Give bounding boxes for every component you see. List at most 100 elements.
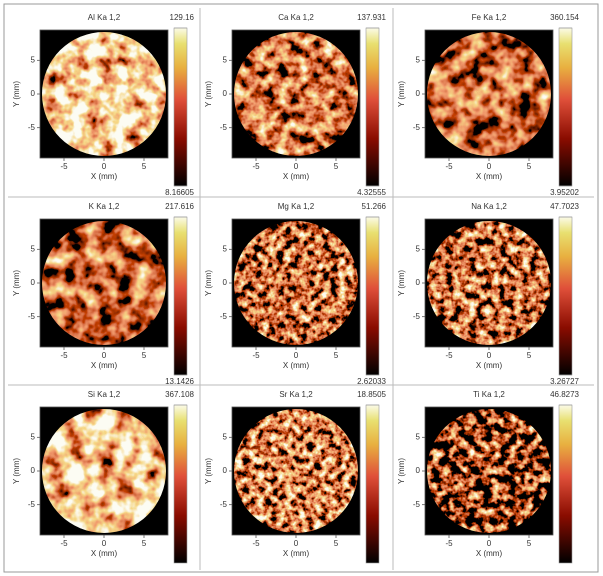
colorbar [365,27,380,187]
colorbar [173,216,188,376]
y-axis-label: Y (mm) [12,458,21,484]
x-axis-label: X (mm) [283,361,310,370]
x-tick-label: 0 [487,162,492,171]
colorbar [365,404,380,564]
panel: Al Ka 1,2 -5 0 5 -5 0 5 X (mm) Y (mm) 8.16605 129.… [12,13,194,197]
y-tick-label: 0 [31,466,36,475]
element-map [427,221,551,345]
y-tick-label: 5 [31,55,36,64]
y-tick-label: 0 [416,466,421,475]
colorbar [558,404,573,564]
element-map [427,32,551,156]
y-axis-label: Y (mm) [204,270,213,296]
x-axis-label: X (mm) [283,172,310,181]
colorbar-label: 129.16 [170,13,195,22]
y-axis-label: Y (mm) [12,81,21,107]
colorbar-label: 4.32555 [357,188,386,197]
y-tick-label: -5 [413,500,421,509]
y-tick-label: -5 [28,312,36,321]
y-tick-label: 5 [31,432,36,441]
panel: Sr Ka 1,2 -5 0 5 -5 0 5 X (mm) Y (mm) 18.8505 [204,390,387,564]
y-tick-label: 0 [416,89,421,98]
x-tick-label: -5 [445,351,453,360]
frame [3,3,599,573]
colorbar [558,27,573,187]
colorbar [365,216,380,376]
x-tick-label: -5 [252,351,260,360]
y-tick-label: 5 [223,244,228,253]
element-map [42,409,166,533]
element-map [42,32,166,156]
y-tick-label: 5 [223,432,228,441]
y-axis-label: Y (mm) [204,81,213,107]
panel: Ti Ka 1,2 -5 0 5 -5 0 5 X (mm) Y (mm) 46.8273 [397,390,580,564]
y-tick-label: -5 [413,312,421,321]
element-map [427,409,551,533]
element-map [234,32,358,156]
colorbar [173,404,188,564]
y-tick-label: -5 [220,500,228,509]
panel: Na Ka 1,2 -5 0 5 -5 0 5 X (mm) Y (mm) 3.26727 47.7… [397,202,579,386]
element-map [42,221,166,345]
colorbar-label: 3.26727 [550,377,579,386]
x-tick-label: -5 [60,351,68,360]
y-axis-label: Y (mm) [397,81,406,107]
x-tick-label: -5 [252,162,260,171]
x-tick-label: -5 [60,162,68,171]
x-tick-label: 0 [487,351,492,360]
y-tick-label: 0 [223,89,228,98]
y-axis-label: Y (mm) [204,458,213,484]
colorbar-label: 360.154 [550,13,579,22]
y-tick-label: 5 [31,244,36,253]
panel-title: Si Ka 1,2 [88,390,121,399]
y-tick-label: 0 [31,89,36,98]
y-axis-label: Y (mm) [397,270,406,296]
x-axis-label: X (mm) [476,172,503,181]
x-axis-label: X (mm) [91,549,118,558]
panel: Si Ka 1,2 -5 0 5 -5 0 5 X (mm) Y (mm) 367.108 [12,390,195,564]
x-tick-label: 0 [102,539,107,548]
x-tick-label: 0 [487,539,492,548]
element-map [234,221,358,345]
y-tick-label: 5 [416,432,421,441]
colorbar-label: 13.1426 [165,377,194,386]
x-axis-label: X (mm) [476,549,503,558]
panel: K Ka 1,2 -5 0 5 -5 0 5 X (mm) Y (mm) 13.1426 217.6… [12,202,194,386]
colorbar-label: 51.266 [362,202,387,211]
x-tick-label: -5 [445,162,453,171]
y-tick-label: -5 [413,123,421,132]
y-tick-label: 0 [416,278,421,287]
x-tick-label: 5 [527,351,532,360]
x-axis-label: X (mm) [91,361,118,370]
panel-title: Ca Ka 1,2 [278,13,314,22]
y-axis-label: Y (mm) [397,458,406,484]
x-tick-label: 0 [102,162,107,171]
panel-title: Na Ka 1,2 [471,202,507,211]
x-tick-label: 5 [334,162,339,171]
colorbar-label: 18.8505 [357,390,386,399]
panel-title: Al Ka 1,2 [88,13,121,22]
panel: Ca Ka 1,2 -5 0 5 -5 0 5 X (mm) Y (mm) 4.32555 137.… [204,13,386,197]
y-tick-label: 0 [223,466,228,475]
y-tick-label: 5 [416,244,421,253]
y-tick-label: 5 [416,55,421,64]
panel-title: K Ka 1,2 [89,202,120,211]
x-tick-label: 0 [102,351,107,360]
x-axis-label: X (mm) [283,549,310,558]
x-tick-label: 5 [142,162,147,171]
x-axis-label: X (mm) [476,361,503,370]
x-axis-label: X (mm) [91,172,118,181]
colorbar-label: 217.616 [165,202,194,211]
y-tick-label: 5 [223,55,228,64]
panel: Mg Ka 1,2 -5 0 5 -5 0 5 X (mm) Y (mm) 2.62033 51.2… [204,202,386,386]
colorbar-label: 8.16605 [165,188,194,197]
colorbar-label: 46.8273 [550,390,579,399]
x-tick-label: 0 [294,351,299,360]
colorbar-label: 3.95202 [550,188,579,197]
x-tick-label: 5 [142,351,147,360]
y-tick-label: -5 [220,123,228,132]
panel: Fe Ka 1,2 -5 0 5 -5 0 5 X (mm) Y (mm) 3.95202 360.… [397,13,579,197]
y-tick-label: -5 [28,500,36,509]
panel-title: Ti Ka 1,2 [473,390,505,399]
x-tick-label: -5 [60,539,68,548]
